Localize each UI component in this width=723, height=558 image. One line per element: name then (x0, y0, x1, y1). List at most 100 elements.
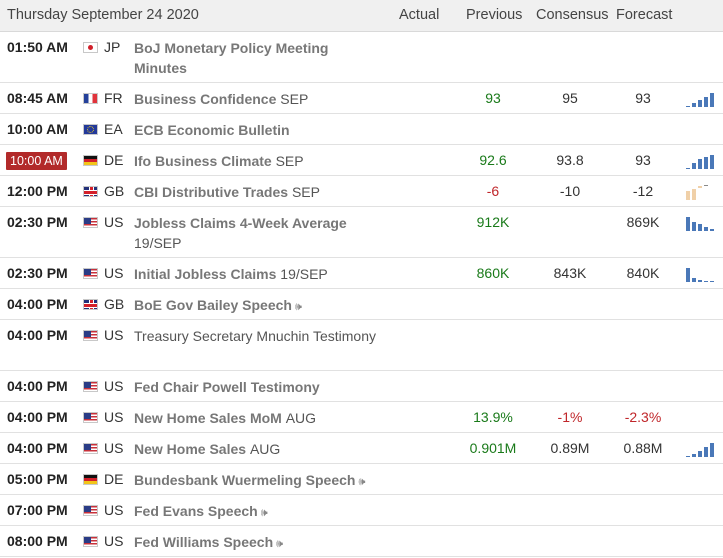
sparkline-icon[interactable] (686, 266, 714, 282)
country-code: US (104, 214, 124, 230)
sparkline-icon[interactable] (686, 215, 714, 231)
event-name[interactable]: Initial Jobless Claims 19/SEP (134, 266, 328, 282)
flag-us-icon (83, 505, 98, 516)
event-time: 12:00 PM (7, 183, 68, 199)
table-row[interactable]: 08:45 AM FR Business Confidence SEP 93 9… (0, 83, 723, 114)
table-row[interactable]: 04:00 PM GB BoE Gov Bailey Speech 🕪 (0, 289, 723, 320)
event-name[interactable]: Fed Evans Speech 🕪 (134, 503, 268, 519)
forecast-value: -12 (632, 183, 654, 199)
event-name[interactable]: Ifo Business Climate SEP (134, 153, 304, 169)
table-row[interactable]: 07:00 PM US Fed Evans Speech 🕪 (0, 495, 723, 526)
previous-value: -6 (486, 183, 500, 199)
flag-us-icon (83, 412, 98, 423)
table-row[interactable]: 01:50 AM JP BoJ Monetary Policy Meeting … (0, 32, 723, 83)
speaker-icon[interactable]: 🕪 (260, 507, 268, 519)
previous-value: 13.9% (473, 409, 513, 425)
forecast-value: 93 (635, 90, 651, 106)
country-code: DE (104, 471, 124, 487)
event-name[interactable]: Bundesbank Wuermeling Speech 🕪 (134, 472, 366, 488)
sparkline-icon[interactable] (686, 91, 714, 107)
table-row[interactable]: 02:30 PM US Initial Jobless Claims 19/SE… (0, 258, 723, 289)
speaker-icon[interactable]: 🕪 (358, 476, 366, 488)
event-time: 02:30 PM (7, 265, 68, 281)
event-name[interactable]: Business Confidence SEP (134, 91, 309, 107)
table-row[interactable]: 08:00 PM US Fed Williams Speech 🕪 (0, 526, 723, 557)
table-row[interactable]: 04:00 PM US Treasury Secretary Mnuchin T… (0, 320, 723, 371)
flag-us-icon (83, 381, 98, 392)
sparkline-icon[interactable] (686, 184, 714, 200)
forecast-value: 93 (635, 152, 651, 168)
event-time: 10:00 AM (7, 121, 68, 137)
table-row[interactable]: 02:30 PM US Jobless Claims 4-Week Averag… (0, 207, 723, 258)
country-code: US (104, 502, 124, 518)
consensus-value: -1% (557, 409, 583, 425)
sparkline-icon[interactable] (686, 153, 714, 169)
flag-us-icon (83, 268, 98, 279)
country-code: US (104, 327, 124, 343)
event-name[interactable]: ECB Economic Bulletin (134, 122, 290, 138)
event-name[interactable]: Fed Chair Powell Testimony (134, 379, 320, 395)
forecast-value: 0.88M (623, 440, 663, 456)
previous-value: 912K (476, 214, 510, 230)
flag-gb-icon (83, 299, 98, 310)
event-time: 04:00 PM (7, 296, 68, 312)
consensus-value: 95 (562, 90, 578, 106)
event-time: 08:45 AM (7, 90, 68, 106)
country-code: US (104, 440, 124, 456)
flag-us-icon (83, 330, 98, 341)
event-name[interactable]: New Home Sales AUG (134, 441, 281, 457)
table-row[interactable]: 10:00 AM DE Ifo Business Climate SEP 92.… (0, 145, 723, 176)
previous-value: 860K (476, 265, 510, 281)
calendar-header: Thursday September 24 2020 Actual Previo… (0, 0, 723, 32)
event-name[interactable]: BoE Gov Bailey Speech 🕪 (134, 297, 302, 313)
country-code: JP (104, 39, 121, 55)
flag-de-icon (83, 155, 98, 166)
previous-value: 92.6 (479, 152, 507, 168)
event-name[interactable]: Jobless Claims 4-Week Average 19/SEP (134, 215, 347, 251)
speaker-icon[interactable]: 🕪 (276, 538, 284, 550)
table-row[interactable]: 04:00 PM US New Home Sales MoM AUG 13.9%… (0, 402, 723, 433)
event-time: 07:00 PM (7, 502, 68, 518)
flag-jp-icon (83, 42, 98, 53)
table-row[interactable]: 05:00 PM DE Bundesbank Wuermeling Speech… (0, 464, 723, 495)
event-time: 04:00 PM (7, 440, 68, 456)
event-name[interactable]: Fed Williams Speech 🕪 (134, 534, 284, 550)
header-consensus: Consensus (536, 7, 609, 23)
country-code: DE (104, 152, 124, 168)
event-time: 05:00 PM (7, 471, 68, 487)
sparkline-icon[interactable] (686, 441, 714, 457)
header-actual: Actual (399, 7, 440, 23)
event-name[interactable]: BoJ Monetary Policy Meeting Minutes (134, 40, 329, 76)
event-time: 04:00 PM (7, 409, 68, 425)
speaker-icon[interactable]: 🕪 (294, 301, 302, 313)
event-time-highlight: 10:00 AM (6, 152, 67, 170)
event-time: 04:00 PM (7, 327, 68, 343)
country-code: FR (104, 90, 123, 106)
event-name[interactable]: New Home Sales MoM AUG (134, 410, 317, 426)
flag-de-icon (83, 474, 98, 485)
country-code: US (104, 265, 124, 281)
forecast-value: 869K (626, 214, 660, 230)
consensus-value: 843K (553, 265, 587, 281)
country-code: GB (104, 296, 125, 312)
header-previous: Previous (466, 7, 523, 23)
table-row[interactable]: 04:00 PM US Fed Chair Powell Testimony (0, 371, 723, 402)
event-name[interactable]: CBI Distributive Trades SEP (134, 184, 320, 200)
flag-us-icon (83, 536, 98, 547)
event-name[interactable]: Treasury Secretary Mnuchin Testimony (134, 328, 376, 344)
flag-ea-icon (83, 124, 98, 135)
forecast-value: -2.3% (624, 409, 662, 425)
previous-value: 0.901M (469, 440, 517, 456)
consensus-value: 93.8 (556, 152, 584, 168)
event-time: 01:50 AM (7, 39, 68, 55)
event-time: 02:30 PM (7, 214, 68, 230)
table-row[interactable]: 12:00 PM GB CBI Distributive Trades SEP … (0, 176, 723, 207)
table-row[interactable]: 10:00 AM EA ECB Economic Bulletin (0, 114, 723, 145)
flag-us-icon (83, 443, 98, 454)
country-code: EA (104, 121, 123, 137)
flag-fr-icon (83, 93, 98, 104)
event-time: 08:00 PM (7, 533, 68, 549)
table-row[interactable]: 04:00 PM US New Home Sales AUG 0.901M 0.… (0, 433, 723, 464)
country-code: US (104, 409, 124, 425)
